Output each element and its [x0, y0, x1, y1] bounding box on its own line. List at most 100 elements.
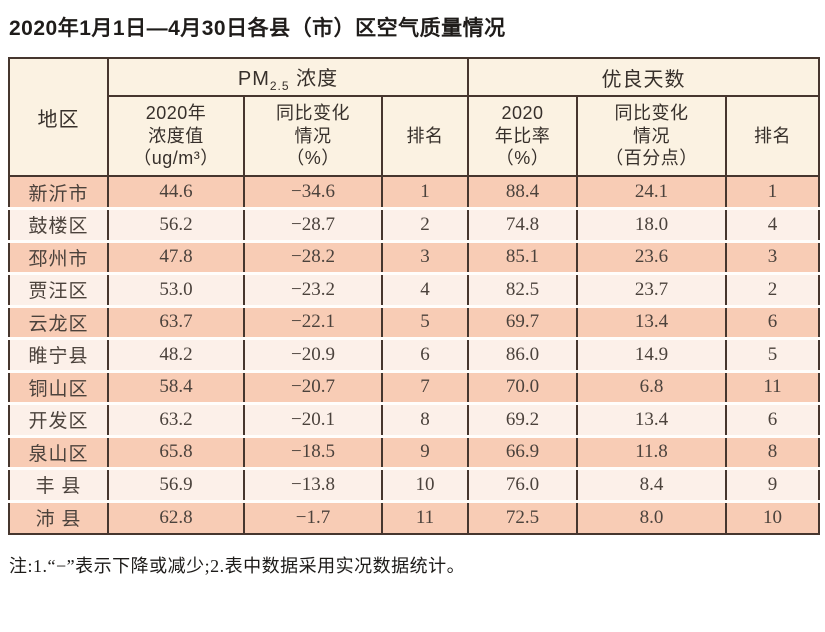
good-change-cell: 11.8 — [576, 434, 728, 469]
pm25-rank-cell: 1 — [380, 176, 470, 209]
good-rank-cell: 5 — [725, 337, 821, 371]
page-title: 2020年1月1日—4月30日各县（市）区空气质量情况 — [9, 17, 506, 40]
column-group-pm25: PM2.5 浓度 — [106, 57, 470, 97]
pm25-change-cell: −1.7 — [243, 499, 383, 534]
good-change-cell: 23.6 — [576, 239, 728, 274]
good-rank-cell: 3 — [725, 239, 821, 274]
table-row: 开发区 63.2 −20.1 8 69.2 13.4 6 — [8, 402, 821, 436]
good-change-cell: 24.1 — [576, 176, 728, 209]
table-row: 沛 县 62.8 −1.7 11 72.5 8.0 10 — [8, 499, 821, 534]
good-rank-cell: 2 — [725, 272, 821, 306]
pm25-value-cell: 58.4 — [107, 369, 245, 404]
column-header-pm25-change: 同比变化 情况 （%） — [243, 95, 383, 177]
pm25-rank-cell: 2 — [380, 207, 470, 241]
pm25-value-cell: 63.7 — [107, 304, 245, 339]
pm25-rank-cell: 7 — [380, 369, 470, 404]
good-change-cell: 13.4 — [576, 402, 728, 436]
region-cell: 鼓楼区 — [8, 207, 109, 241]
pm25-change-cell: −18.5 — [243, 434, 383, 469]
table-row: 睢宁县 48.2 −20.9 6 86.0 14.9 5 — [8, 337, 821, 371]
pm25-rank-cell: 4 — [380, 272, 470, 306]
good-rank-cell: 8 — [725, 434, 821, 469]
table-row: 铜山区 58.4 −20.7 7 70.0 6.8 11 — [8, 369, 821, 404]
good-rate-cell: 82.5 — [467, 272, 579, 306]
good-rate-cell: 88.4 — [467, 176, 579, 209]
table-row: 泉山区 65.8 −18.5 9 66.9 11.8 8 — [8, 434, 821, 469]
region-cell: 贾汪区 — [8, 272, 109, 306]
table-row: 云龙区 63.7 −22.1 5 69.7 13.4 6 — [8, 304, 821, 339]
good-change-cell: 23.7 — [576, 272, 728, 306]
table-row: 鼓楼区 56.2 −28.7 2 74.8 18.0 4 — [8, 207, 821, 241]
region-cell: 丰 县 — [8, 467, 109, 501]
region-cell: 开发区 — [8, 402, 109, 436]
pm25-value-cell: 65.8 — [107, 434, 245, 469]
pm25-change-cell: −28.2 — [243, 239, 383, 274]
pm25-value-cell: 47.8 — [107, 239, 245, 274]
column-header-region: 地区 — [8, 57, 109, 177]
column-header-good-change: 同比变化 情况 （百分点） — [576, 95, 728, 177]
pm25-change-cell: −20.7 — [243, 369, 383, 404]
region-cell: 云龙区 — [8, 304, 109, 339]
table-body: 新沂市 44.6 −34.6 1 88.4 24.1 1 鼓楼区 56.2 −2… — [8, 176, 821, 534]
table-footnote: 注:1.“−”表示下降或减少;2.表中数据采用实况数据统计。 — [9, 555, 466, 576]
pm25-rank-cell: 6 — [380, 337, 470, 371]
pm25-change-cell: −34.6 — [243, 176, 383, 209]
pm25-rank-cell: 11 — [380, 499, 470, 534]
pm25-rank-cell: 3 — [380, 239, 470, 274]
pm25-label-prefix: PM — [237, 67, 270, 90]
pm25-rank-cell: 5 — [380, 304, 470, 339]
pm25-value-cell: 56.2 — [107, 207, 245, 241]
pm25-change-cell: −23.2 — [243, 272, 383, 306]
region-cell: 泉山区 — [8, 434, 109, 469]
pm25-rank-cell: 9 — [380, 434, 470, 469]
air-quality-table: 地区 PM2.5 浓度 优良天数 2020年 浓度值 （ug/m³） 同比变化 … — [8, 57, 821, 535]
column-header-pm25-rank: 排名 — [380, 95, 470, 177]
header-group-row: 地区 PM2.5 浓度 优良天数 — [8, 57, 821, 177]
pm25-value-cell: 48.2 — [107, 337, 245, 371]
good-rank-cell: 4 — [725, 207, 821, 241]
pm25-change-cell: −20.9 — [243, 337, 383, 371]
good-rate-cell: 69.2 — [467, 402, 579, 436]
header-sub-row: 2020年 浓度值 （ug/m³） 同比变化 情况 （%） 排名 2020 年比… — [9, 95, 821, 177]
pm25-rank-cell: 8 — [380, 402, 470, 436]
region-cell: 邳州市 — [8, 239, 109, 274]
good-change-cell: 6.8 — [576, 369, 728, 404]
column-group-good-days: 优良天数 — [467, 57, 821, 97]
pm25-value-cell: 62.8 — [107, 499, 245, 534]
pm25-value-cell: 63.2 — [107, 402, 245, 436]
good-rank-cell: 6 — [725, 304, 821, 339]
good-rank-cell: 11 — [725, 369, 821, 404]
good-change-cell: 14.9 — [576, 337, 728, 371]
good-rate-cell: 85.1 — [467, 239, 579, 274]
good-rate-cell: 72.5 — [467, 499, 579, 534]
pm25-change-cell: −28.7 — [243, 207, 383, 241]
pm25-label-suffix: 浓度 — [289, 67, 339, 90]
good-rank-cell: 9 — [725, 467, 821, 501]
good-rate-cell: 86.0 — [467, 337, 579, 371]
good-rank-cell: 1 — [725, 176, 821, 209]
table-row: 新沂市 44.6 −34.6 1 88.4 24.1 1 — [8, 176, 821, 209]
good-rate-cell: 69.7 — [467, 304, 579, 339]
region-cell: 铜山区 — [8, 369, 109, 404]
good-change-cell: 18.0 — [576, 207, 728, 241]
good-rate-cell: 76.0 — [467, 467, 579, 501]
good-rate-cell: 70.0 — [467, 369, 579, 404]
pm25-value-cell: 44.6 — [107, 176, 245, 209]
column-header-pm25-value: 2020年 浓度值 （ug/m³） — [107, 95, 245, 177]
pm25-value-cell: 53.0 — [107, 272, 245, 306]
good-rate-cell: 66.9 — [467, 434, 579, 469]
good-change-cell: 8.4 — [576, 467, 728, 501]
pm25-change-cell: −22.1 — [243, 304, 383, 339]
table-row: 贾汪区 53.0 −23.2 4 82.5 23.7 2 — [8, 272, 821, 306]
good-rate-cell: 74.8 — [467, 207, 579, 241]
column-header-good-rank: 排名 — [725, 95, 821, 177]
pm25-rank-cell: 10 — [380, 467, 470, 501]
region-cell: 新沂市 — [8, 176, 109, 209]
good-change-cell: 13.4 — [576, 304, 728, 339]
pm25-change-cell: −13.8 — [243, 467, 383, 501]
good-change-cell: 8.0 — [576, 499, 728, 534]
region-cell: 沛 县 — [8, 499, 109, 534]
table-row: 丰 县 56.9 −13.8 10 76.0 8.4 9 — [8, 467, 821, 501]
pm25-change-cell: −20.1 — [243, 402, 383, 436]
region-cell: 睢宁县 — [8, 337, 109, 371]
